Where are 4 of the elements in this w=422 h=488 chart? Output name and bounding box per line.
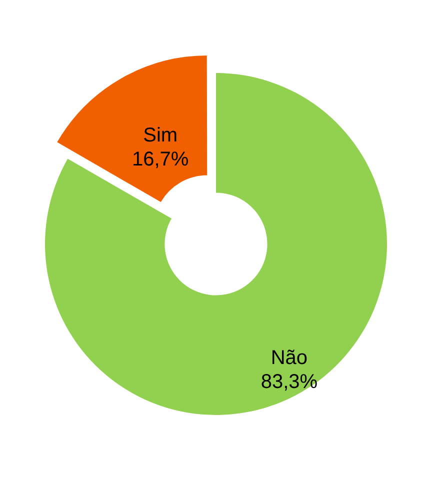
data-label: 83,3% <box>260 371 318 394</box>
slice-label: Não <box>270 347 308 370</box>
slice-label: Sim <box>143 124 178 146</box>
data-label: 16,7% <box>132 148 189 170</box>
